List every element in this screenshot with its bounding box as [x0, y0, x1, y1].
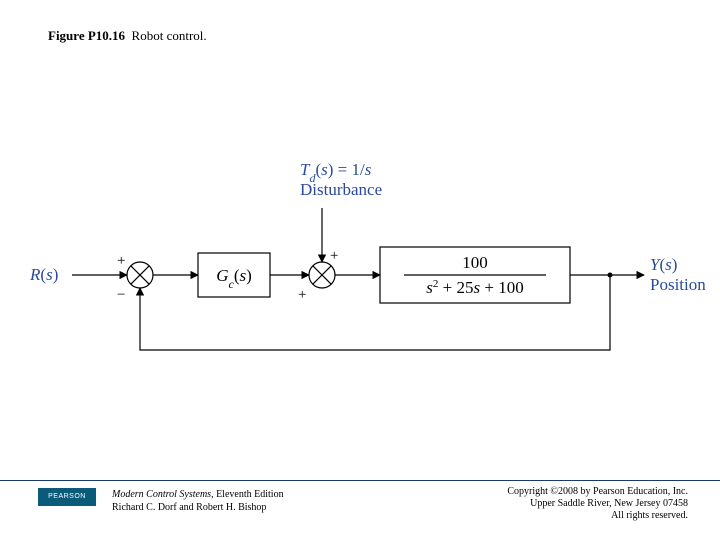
sum1-sign-plus: +	[117, 253, 125, 269]
sum1-sign-minus: −	[117, 287, 125, 303]
summing-junction-1: + −	[117, 253, 153, 303]
controller-label: Gc(s)	[216, 266, 252, 291]
controller-block: Gc(s)	[198, 253, 270, 297]
copyright-block: Copyright ©2008 by Pearson Education, In…	[507, 486, 688, 522]
book-edition: , Eleventh Edition	[211, 489, 284, 500]
sum2-sign-top: +	[330, 248, 338, 264]
plant-block: 100 s2 + 25s + 100	[380, 247, 570, 303]
input-label: R(s)	[29, 265, 58, 284]
footer-divider	[0, 480, 720, 481]
plant-numerator: 100	[462, 253, 488, 272]
book-credit: Modern Control Systems, Eleventh Edition…	[112, 488, 284, 514]
output-label: Y(s)	[650, 255, 677, 274]
copyright-line1: Copyright ©2008 by Pearson Education, In…	[507, 486, 688, 497]
pearson-logo: PEARSON	[38, 488, 96, 506]
wire-feedback	[140, 275, 610, 350]
plant-denominator: s2 + 25s + 100	[426, 278, 523, 297]
copyright-line3: All rights reserved.	[611, 510, 688, 521]
block-diagram: R(s) + − Gc(s) + + Td(s) = 1/s Disturban…	[0, 0, 720, 540]
book-authors: Richard C. Dorf and Robert H. Bishop	[112, 502, 266, 513]
sum2-sign-left: +	[298, 287, 306, 303]
copyright-line2: Upper Saddle River, New Jersey 07458	[530, 498, 688, 509]
output-sublabel: Position	[650, 275, 706, 294]
book-title: Modern Control Systems	[112, 489, 211, 500]
disturbance-label: Disturbance	[300, 180, 382, 199]
